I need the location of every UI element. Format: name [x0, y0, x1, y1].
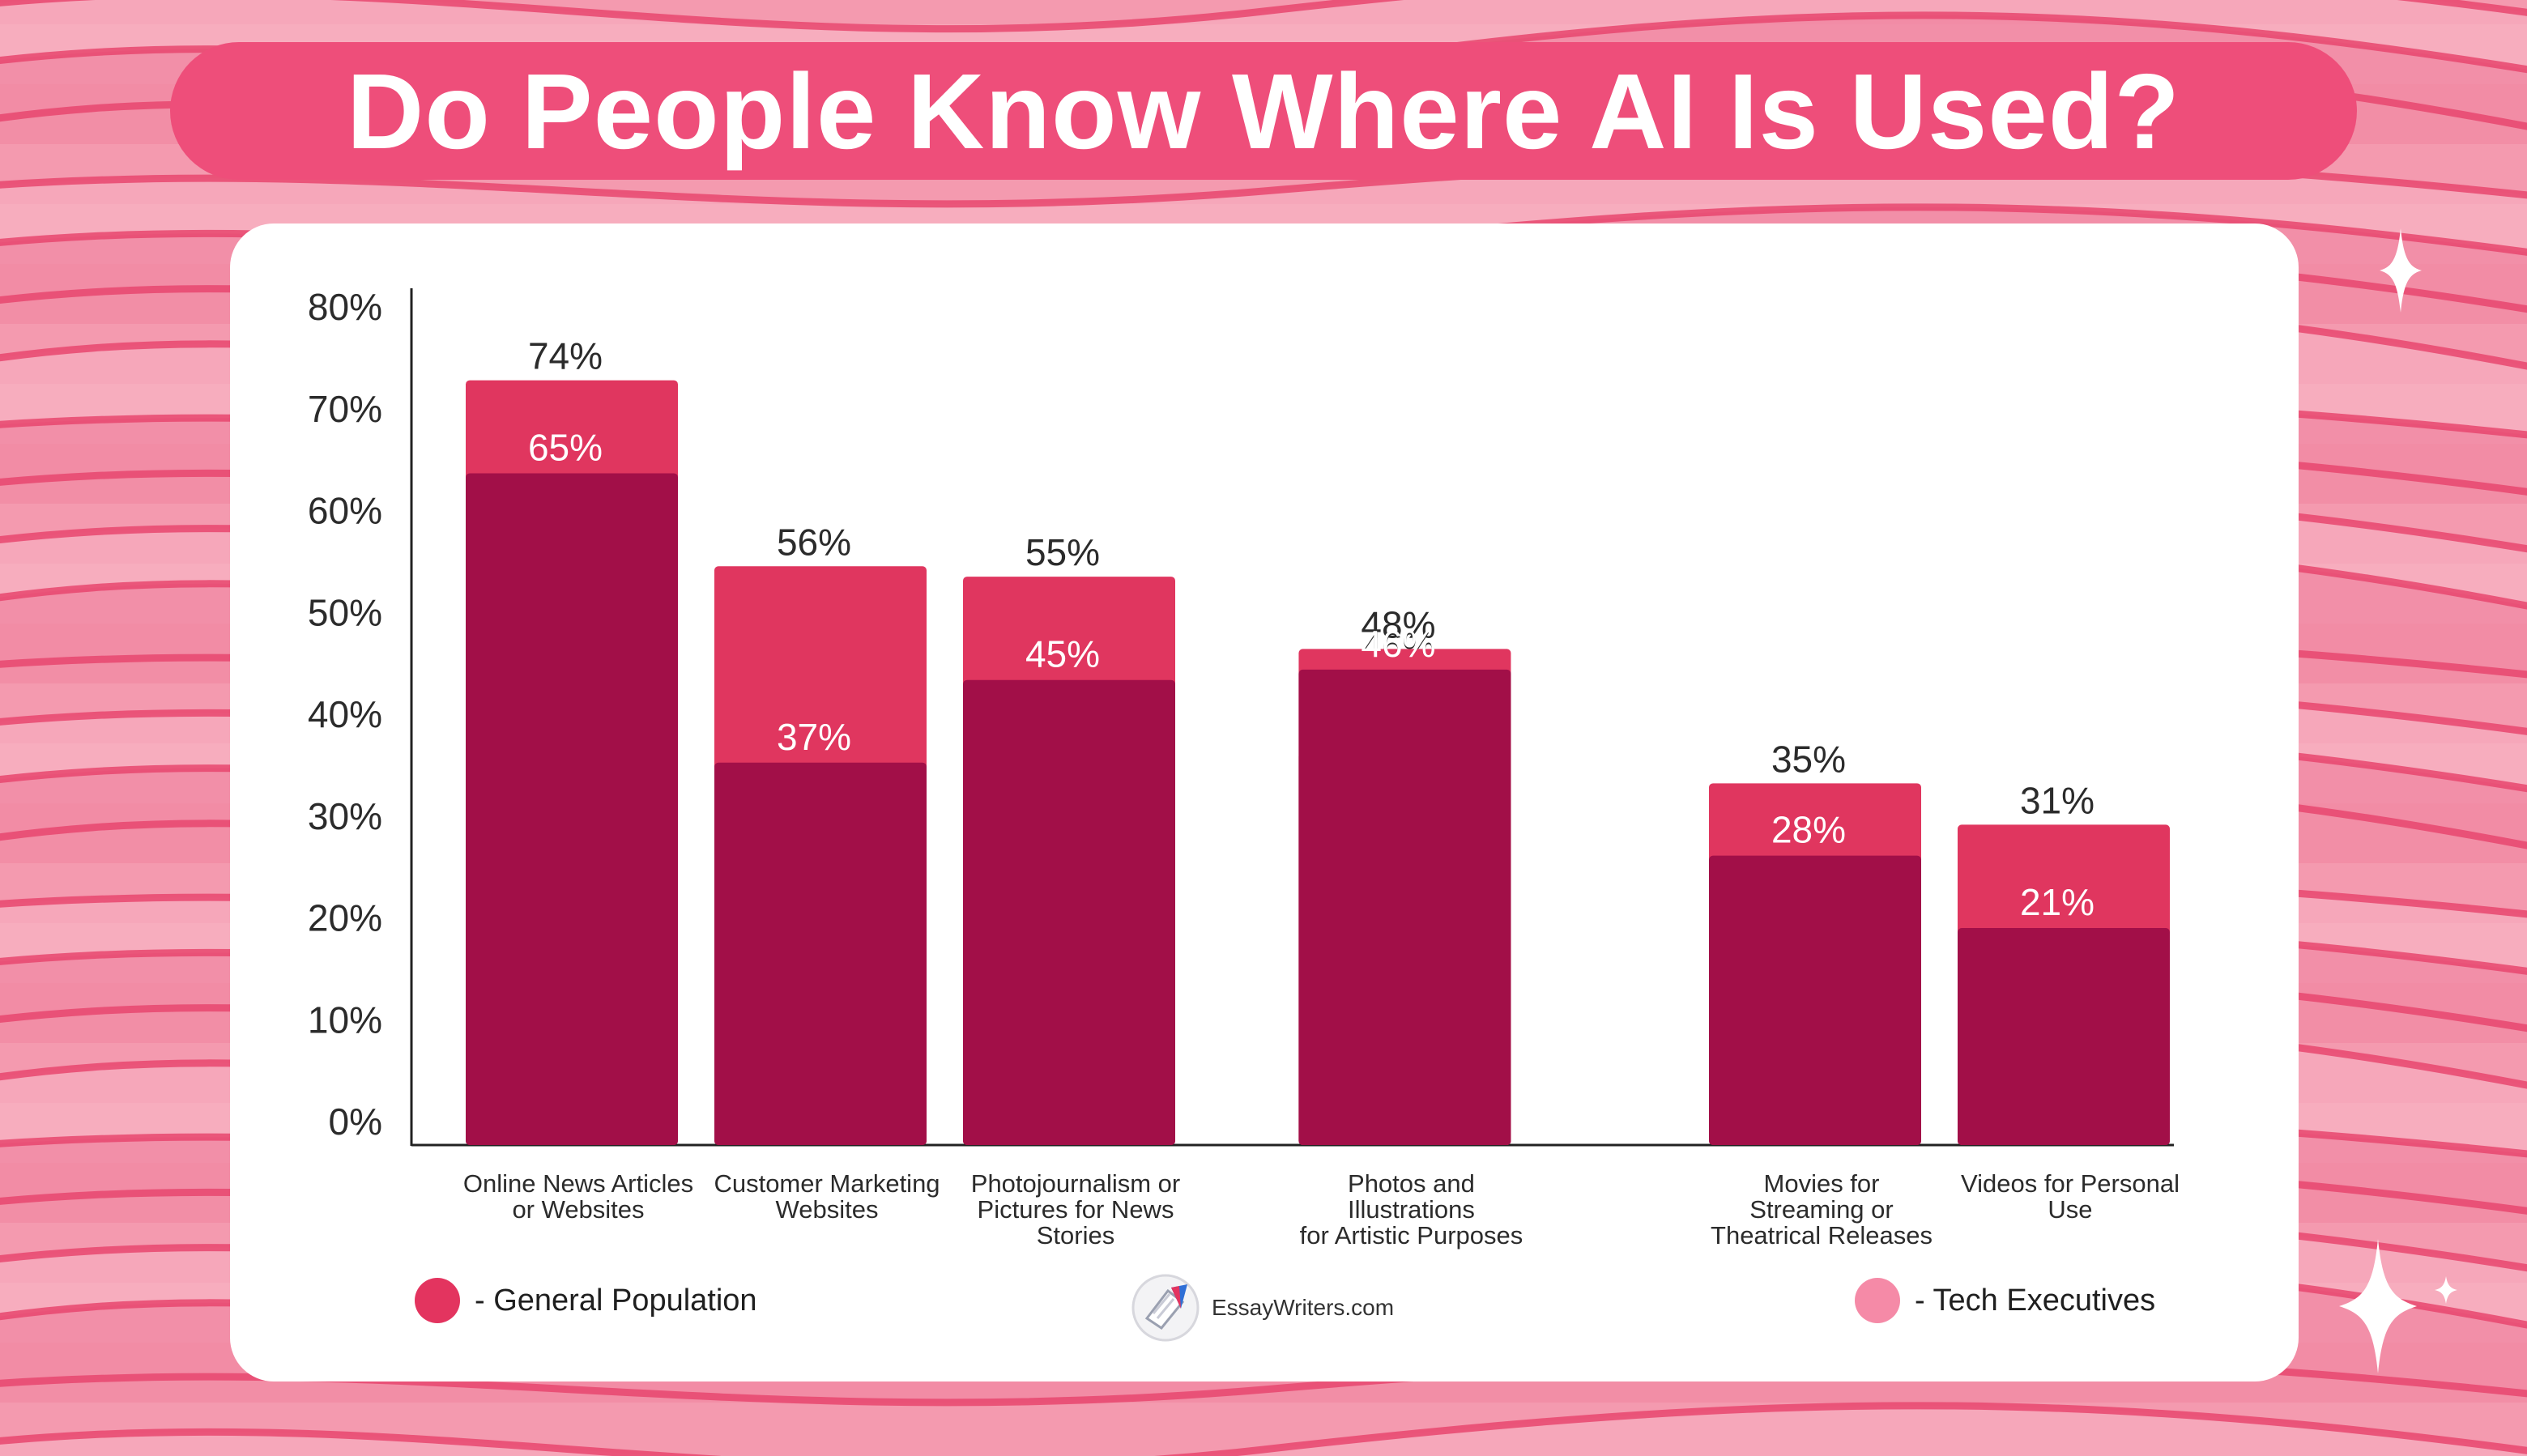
legend-dot-tech-icon	[1855, 1278, 1900, 1323]
bar-general-population	[714, 762, 927, 1145]
bar-general-population	[1298, 669, 1511, 1145]
y-tick-label: 20%	[308, 897, 382, 939]
data-label-general: 46%	[1361, 623, 1435, 665]
bar-general-population	[1709, 855, 1921, 1145]
y-tick-label: 70%	[308, 388, 382, 430]
data-label-general: 28%	[1771, 809, 1846, 851]
x-category-label: Online News Articles	[463, 1169, 693, 1198]
data-label-general: 65%	[528, 426, 603, 468]
x-category-label: Pictures for News	[978, 1195, 1174, 1224]
data-label-tech: 56%	[777, 521, 851, 563]
y-tick-label: 10%	[308, 998, 382, 1041]
data-label-tech: 35%	[1771, 738, 1846, 780]
bar-general-population	[466, 473, 678, 1145]
x-category-label: or Websites	[512, 1195, 644, 1224]
background-line	[0, 1402, 2527, 1456]
title-banner: Do People Know Where AI Is Used?	[170, 42, 2357, 180]
x-category-label: Movies for	[1764, 1169, 1880, 1198]
brand-name: EssayWriters.com	[1212, 1295, 1395, 1320]
x-category-label: Use	[2048, 1195, 2092, 1224]
bar-general-population	[963, 679, 1175, 1145]
x-category-label: Websites	[776, 1195, 879, 1224]
essay-writers-logo-icon	[1131, 1274, 1200, 1342]
data-label-tech: 55%	[1025, 531, 1100, 573]
x-category-label: for Artistic Purposes	[1300, 1221, 1523, 1250]
y-tick-label: 0%	[329, 1101, 382, 1143]
x-category-label: Illustrations	[1348, 1195, 1475, 1224]
x-category-label: Stories	[1037, 1221, 1114, 1250]
chart-card: 0% 10% 20% 30% 40% 50% 60% 70% 80% 74% 65% Online N…	[230, 224, 2299, 1381]
y-tick-label: 30%	[308, 795, 382, 837]
x-category-label: Photojournalism or	[971, 1169, 1180, 1198]
sparkle-icon	[2380, 228, 2422, 313]
x-category-label: Videos for Personal	[1961, 1169, 2180, 1198]
bar-general-population	[1958, 927, 2170, 1145]
sparkle-icon	[2339, 1239, 2417, 1373]
legend-general-population: - General Population	[415, 1278, 757, 1323]
legend-label-tech: - Tech Executives	[1915, 1283, 2156, 1318]
y-tick-label: 40%	[308, 693, 382, 735]
bar-chart: 0% 10% 20% 30% 40% 50% 60% 70% 80% 74% 65% Online N…	[308, 286, 2180, 1250]
sparkle-icon	[2435, 1276, 2457, 1304]
y-tick-label: 50%	[308, 591, 382, 633]
y-tick-label: 60%	[308, 490, 382, 532]
legend-dot-general-icon	[415, 1278, 460, 1323]
data-label-tech: 48%	[1361, 603, 1435, 645]
x-category-label: Theatrical Releases	[1711, 1221, 1933, 1250]
brand: EssayWriters.com	[1131, 1273, 1394, 1343]
data-label-general: 45%	[1025, 633, 1100, 675]
x-category-label: Customer Marketing	[714, 1169, 940, 1198]
x-category-label: Streaming or	[1749, 1195, 1893, 1224]
data-label-tech: 74%	[528, 335, 603, 377]
x-category-label: Photos and	[1348, 1169, 1475, 1198]
background-wave	[0, 1405, 2527, 1456]
data-label-general: 37%	[777, 716, 851, 758]
legend-label-general: - General Population	[475, 1283, 757, 1318]
y-tick-label: 80%	[308, 286, 382, 328]
legend-tech-executives: - Tech Executives	[1855, 1278, 2155, 1323]
data-label-general: 21%	[2020, 881, 2094, 923]
data-label-tech: 31%	[2020, 779, 2094, 821]
page-title: Do People Know Where AI Is Used?	[346, 51, 2181, 171]
background-line	[0, 0, 2527, 33]
